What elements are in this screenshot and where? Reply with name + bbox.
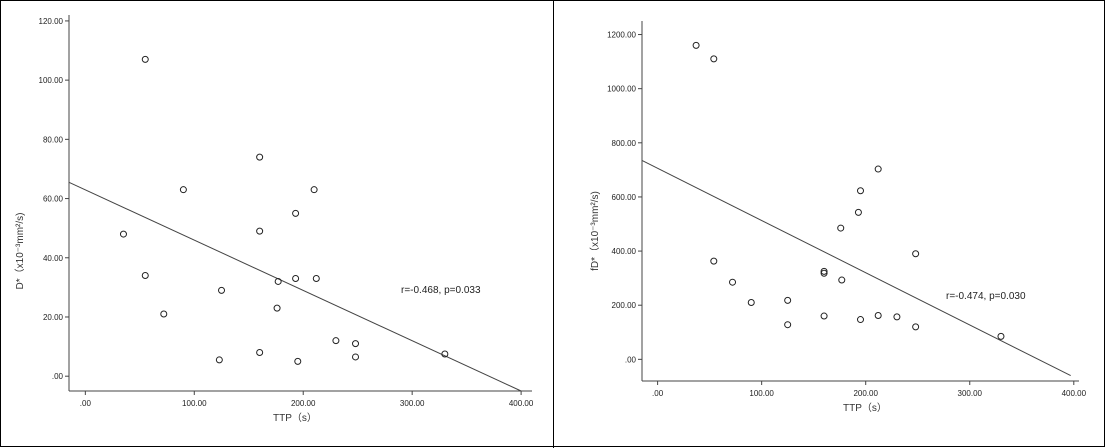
y-tick-label: 800.00 [612, 139, 637, 148]
data-point [274, 277, 282, 285]
x-tick-label: 400.00 [509, 399, 534, 408]
correlation-annotation: r=-0.468, p=0.033 [401, 285, 481, 296]
data-point [820, 267, 828, 275]
y-tick-label: 600.00 [612, 193, 637, 202]
data-point [820, 312, 828, 320]
y-tick-label: 20.00 [43, 313, 64, 322]
data-point [141, 55, 149, 63]
x-axis-label: TTP（s） [273, 412, 317, 424]
data-point [747, 299, 755, 307]
y-tick-label: 400.00 [612, 247, 637, 256]
x-tick-label: 300.00 [400, 399, 425, 408]
data-point [332, 337, 340, 345]
correlation-annotation: r=-0.474, p=0.030 [946, 291, 1026, 302]
y-tick-label: 1000.00 [607, 85, 636, 94]
data-point [119, 230, 127, 238]
data-point [179, 186, 187, 194]
data-point [292, 209, 300, 217]
y-tick-label: 60.00 [43, 195, 64, 204]
fit-line [68, 181, 522, 392]
x-tick-label: 300.00 [958, 389, 983, 398]
data-point [312, 274, 320, 282]
y-tick-label: 1200.00 [607, 31, 636, 40]
data-point [784, 296, 792, 304]
data-point [256, 349, 264, 357]
data-point [294, 357, 302, 365]
x-axis-label: TTP（s） [843, 402, 887, 414]
y-tick-label: .00 [52, 372, 64, 381]
data-point [692, 41, 700, 49]
data-point [854, 208, 862, 216]
data-point [441, 350, 449, 358]
data-point [218, 286, 226, 294]
data-point [215, 356, 223, 364]
panel-divider [553, 1, 554, 448]
data-point [729, 278, 737, 286]
y-axis-label: D*（x10⁻³mm²/s) [14, 213, 26, 290]
data-point [874, 311, 882, 319]
x-tick-label: 200.00 [291, 399, 316, 408]
y-tick-label: 40.00 [43, 254, 64, 263]
data-point [256, 153, 264, 161]
data-point [310, 186, 318, 194]
data-point [857, 187, 864, 195]
y-tick-label: 80.00 [43, 135, 64, 144]
data-point [874, 165, 882, 173]
y-tick-label: 100.00 [39, 76, 64, 85]
data-point [710, 257, 718, 265]
data-point [710, 55, 718, 63]
data-point [820, 269, 828, 277]
data-point [912, 250, 920, 258]
data-point [141, 272, 149, 280]
x-tick-label: 400.00 [1062, 389, 1087, 398]
data-point [273, 304, 281, 312]
data-point [893, 313, 901, 321]
data-point [784, 321, 792, 329]
data-point [352, 353, 360, 361]
y-tick-label: 200.00 [612, 301, 637, 310]
data-point [838, 276, 846, 284]
data-point [292, 274, 300, 282]
data-point [997, 332, 1005, 340]
x-tick-label: 200.00 [853, 389, 878, 398]
data-point [352, 340, 360, 348]
data-point [160, 310, 168, 318]
y-tick-label: 120.00 [39, 17, 64, 26]
y-tick-label: .00 [625, 355, 637, 364]
data-point [256, 227, 264, 235]
data-point [912, 323, 920, 331]
data-point [837, 224, 845, 232]
scatter-chart-left: .00 20.00 40.00 60.00 80.00 100.00 120.00 .00 10… [14, 15, 534, 424]
data-point [857, 316, 864, 324]
x-tick-label: .00 [80, 399, 92, 408]
x-tick-label: 100.00 [182, 399, 207, 408]
fit-line [641, 159, 1071, 377]
y-axis-label: fD*（x10⁻³mm²/s) [589, 191, 601, 271]
x-tick-label: .00 [652, 389, 664, 398]
x-tick-label: 100.00 [749, 389, 774, 398]
